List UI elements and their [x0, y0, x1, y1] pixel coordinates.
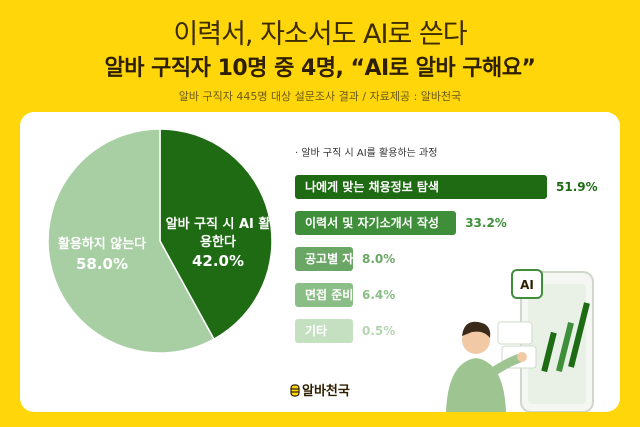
pie-chart [47, 128, 273, 354]
bar-chart-title: · 알바 구직 시 AI를 활용하는 과정 [295, 148, 438, 159]
bar-value-label-3: 6.4% [362, 288, 396, 302]
bee-logo-icon [290, 383, 300, 397]
person-hair [462, 321, 491, 338]
pie-slice-value-no: 58.0% [75, 254, 129, 273]
screen-bar-1 [541, 331, 557, 373]
bar-value-label-1: 33.2% [465, 216, 507, 230]
ai-badge-text: AI [520, 278, 534, 292]
bar-4 [295, 319, 353, 343]
bar-1 [295, 211, 457, 235]
bar-value-label-4: 0.5% [362, 324, 396, 338]
title-line-1: 이력서, 자소서도 AI로 쓴다 [173, 19, 467, 50]
bar-category-label-4: 기타 [305, 324, 328, 338]
bar-3 [295, 283, 353, 307]
logo: 알바천국 [290, 380, 350, 399]
pie-label-no-ai: 활용하지 않는다 58.0% [52, 236, 152, 274]
bar-category-label-2: 공고별 자격 요건 파악 [305, 252, 417, 266]
pie-slice-label-no: 활용하지 않는다 [57, 237, 147, 252]
ai-badge-box [511, 269, 543, 299]
bar-0 [295, 175, 547, 199]
pie-slice-value-yes: 42.0% [191, 252, 245, 271]
subtitle: 알바 구직자 445명 대상 설문조사 결과 / 자료제공 : 알바천국 [178, 90, 462, 103]
bar-value-label-2: 8.0% [362, 252, 396, 266]
bar-category-label-3: 면접 준비 [305, 288, 354, 302]
phone-screen [528, 284, 586, 404]
pie-slice-label-yes: 알바 구직 시 AI 활용한다 [165, 217, 271, 250]
chart-card: 알바 구직 시 AI 활용한다 42.0% 활용하지 않는다 58.0% · 알… [20, 112, 620, 412]
screen-bar-3 [568, 302, 590, 368]
floating-card-1 [497, 321, 533, 345]
screen-bar-2 [556, 322, 574, 372]
bar-category-label-0: 나에게 맞는 채용정보 탐색 [305, 180, 439, 194]
person-hand [517, 352, 527, 362]
bar-category-label-1: 이력서 및 자기소개서 작성 [305, 216, 439, 230]
bar-2 [295, 247, 353, 271]
logo-text: 알바천국 [302, 384, 350, 399]
pie-label-uses-ai: 알바 구직 시 AI 활용한다 42.0% [163, 216, 273, 271]
bar-value-label-0: 51.9% [556, 180, 598, 194]
person-phone-illustration: AI [446, 269, 594, 412]
pie-slice-1 [47, 128, 215, 354]
title-line-2: 알바 구직자 10명 중 4명, “AI로 알바 구해요” [104, 56, 536, 81]
pie-slice-0 [159, 128, 273, 341]
